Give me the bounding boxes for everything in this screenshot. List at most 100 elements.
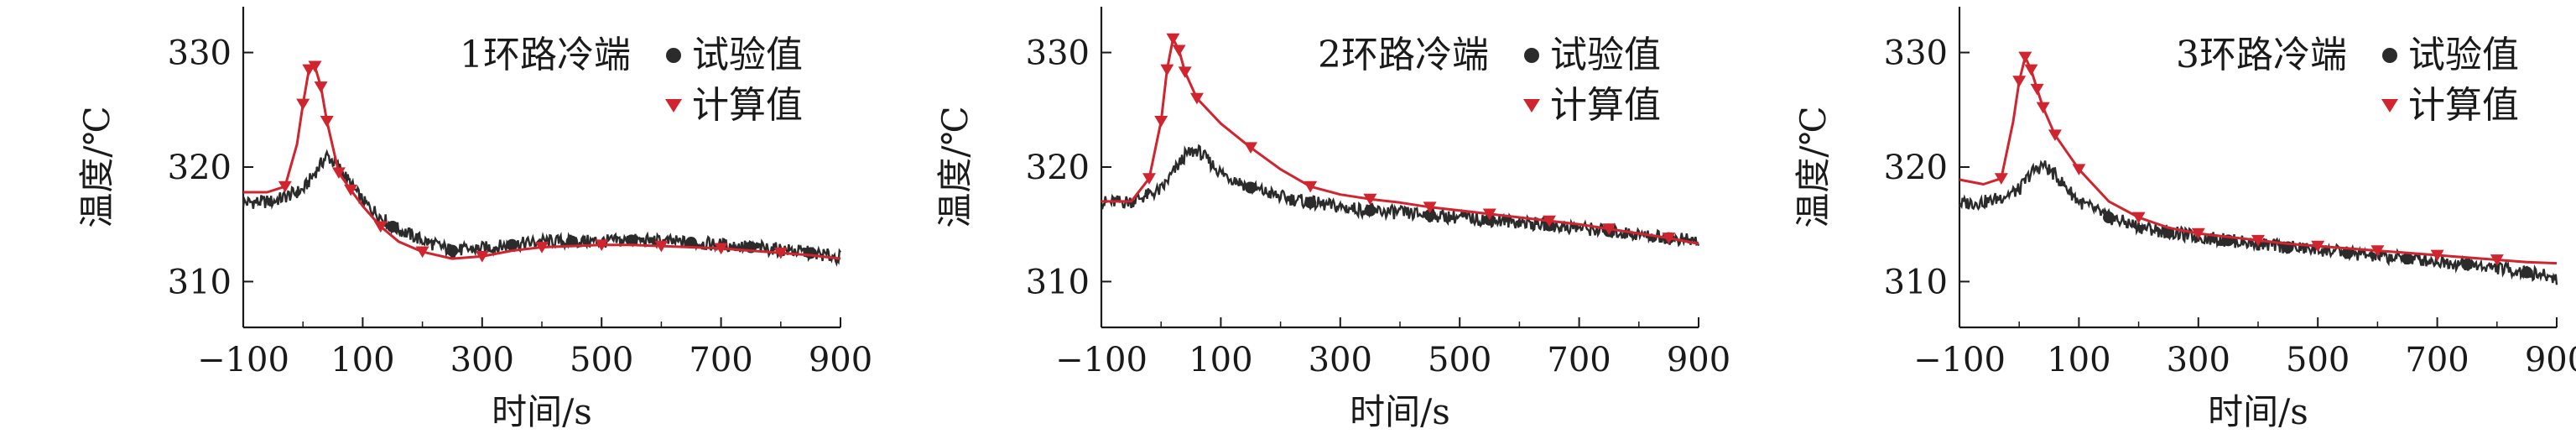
calculation-point [1160, 64, 1174, 76]
experiment-point [2341, 247, 2354, 259]
calculation-point [1178, 66, 1192, 78]
x-tick-label: 300 [1309, 341, 1372, 379]
x-tick-label: 300 [2167, 341, 2230, 379]
chart-panel-2: −100 100 300 500 700 900 310 320 330 时间/s 温度/℃ 2环路冷… [934, 7, 1730, 432]
calculation-point [1304, 180, 1318, 193]
calculation-point [1543, 215, 1556, 227]
calculation-point [2048, 129, 2062, 141]
legend-marker-experiment [2382, 48, 2397, 63]
calculation-point [2311, 240, 2325, 253]
x-axis-title: 时间/s [492, 391, 592, 432]
calculation-point [2018, 51, 2032, 64]
legend-label-calculation: 计算值 [692, 84, 803, 127]
calculation-point [296, 98, 310, 111]
experiment-point [804, 247, 817, 259]
legend-title: 1环路冷端 [460, 34, 631, 76]
calculation-point [2251, 234, 2265, 247]
calculation-point [1602, 223, 1616, 235]
calculation-point [331, 167, 346, 180]
chart-panel-3: −100 100 300 500 700 900 310 320 330 时间/s 温度/℃ 3环路冷… [1793, 7, 2576, 432]
calculation-point [1482, 208, 1496, 221]
x-tick-label: 300 [450, 341, 514, 379]
experiment-point [506, 238, 518, 251]
legend-label-experiment: 试验值 [1550, 34, 1661, 76]
y-axis-title: 温度/℃ [934, 106, 976, 227]
legend-title: 3环路冷端 [2176, 34, 2347, 76]
calculation-point [475, 251, 489, 263]
calculation-point [654, 240, 669, 253]
experiment-point [1423, 209, 1436, 222]
calculation-point [278, 180, 292, 193]
calculation-point [1166, 33, 1180, 45]
x-tick-label: 100 [330, 341, 394, 379]
experiment-point [2402, 253, 2413, 265]
legend-label-calculation: 计算值 [2408, 84, 2519, 127]
legend-marker-calculation [1523, 99, 1540, 112]
y-axis-title: 温度/℃ [1793, 106, 1834, 227]
calculation-point [2030, 83, 2044, 96]
x-tick-label: 700 [689, 341, 752, 379]
calculation-point [344, 184, 358, 196]
calculation-point [1363, 193, 1377, 206]
x-axis-title: 时间/s [2208, 391, 2308, 432]
y-tick-label: 320 [1026, 149, 1090, 187]
experiment-point [1304, 196, 1317, 209]
legend-title: 2环路冷端 [1318, 34, 1489, 76]
x-tick-label: 500 [570, 341, 633, 379]
legend-label-experiment: 试验值 [2408, 34, 2519, 76]
calculation-series-line [1959, 55, 2558, 265]
x-tick-label: 900 [2525, 341, 2576, 379]
legend-label-calculation: 计算值 [1550, 84, 1661, 127]
experiment-point [685, 237, 697, 249]
experiment-point [2103, 212, 2115, 224]
calculation-point [714, 243, 728, 255]
calculation-point [415, 246, 429, 259]
y-tick-label: 330 [168, 34, 232, 73]
experiment-point [625, 234, 637, 247]
x-tick-label: 500 [1428, 341, 1491, 379]
legend-marker-experiment [1524, 48, 1539, 63]
calculation-point [308, 60, 322, 73]
x-tick-label: 700 [1547, 341, 1611, 379]
calculation-point [1172, 44, 1186, 57]
experiment-point [446, 244, 459, 257]
calculation-point [2490, 254, 2504, 266]
x-tick-label: 900 [1667, 341, 1730, 379]
legend-marker-calculation [2381, 99, 2398, 112]
y-tick-label: 320 [1884, 149, 1948, 187]
calculation-point [2131, 212, 2146, 224]
legend-label-experiment: 试验值 [692, 34, 803, 76]
experiment-point [2461, 258, 2474, 270]
x-tick-label: 500 [2286, 341, 2350, 379]
y-tick-label: 330 [1026, 34, 1090, 73]
legend-marker-experiment [666, 48, 681, 63]
calculation-point [595, 239, 609, 251]
x-axis-title: 时间/s [1350, 391, 1450, 432]
calculation-point [373, 221, 388, 233]
calculation-point [1154, 116, 1168, 128]
experiment-point [1245, 181, 1257, 194]
calculation-point [2430, 249, 2444, 262]
y-tick-label: 310 [168, 263, 232, 301]
calculation-point [1994, 173, 2008, 185]
x-tick-label: −100 [197, 341, 289, 379]
y-tick-label: 310 [1026, 263, 1090, 301]
x-tick-label: 100 [1189, 341, 1252, 379]
y-tick-label: 310 [1884, 263, 1948, 301]
calculation-point [535, 242, 549, 254]
experiment-series-line [1958, 159, 2558, 285]
y-tick-label: 320 [168, 149, 232, 187]
calculation-point [1244, 142, 1257, 154]
calculation-point [773, 247, 788, 259]
experiment-point [1364, 204, 1376, 217]
x-tick-label: 900 [809, 341, 872, 379]
legend-marker-calculation [665, 99, 682, 112]
x-tick-label: −100 [1055, 341, 1147, 379]
y-axis-title: 温度/℃ [76, 106, 117, 227]
experiment-series-line [1101, 144, 1700, 248]
calculation-point [2370, 245, 2385, 257]
x-tick-label: 100 [2047, 341, 2110, 379]
calculation-point [1423, 201, 1437, 213]
experiment-point [387, 220, 398, 233]
